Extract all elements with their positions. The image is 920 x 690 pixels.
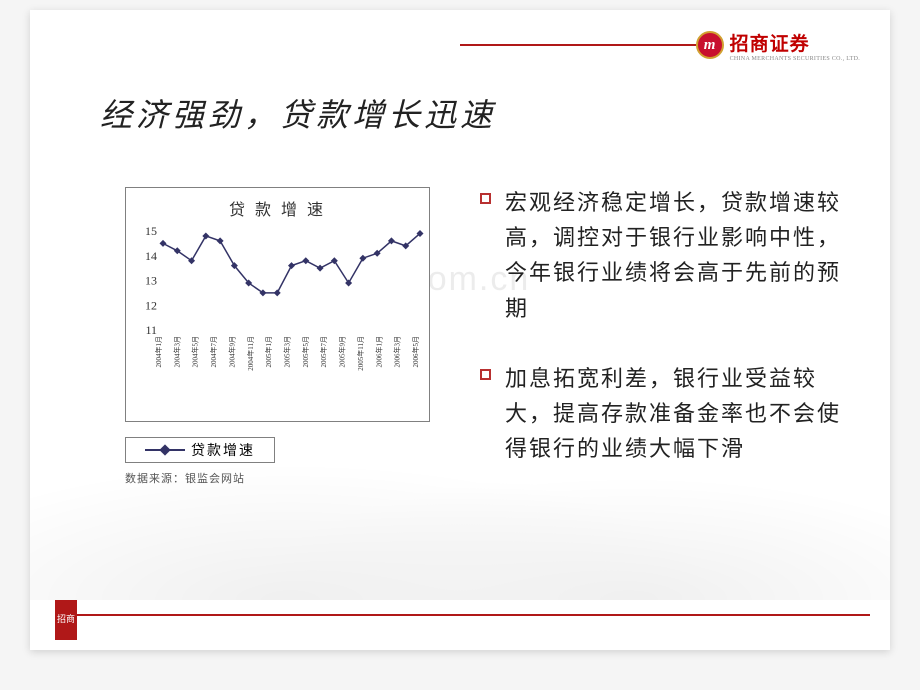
svg-text:2005年1月: 2005年1月 bbox=[264, 336, 273, 368]
logo-icon: m bbox=[696, 31, 724, 59]
svg-text:2004年3月: 2004年3月 bbox=[172, 336, 181, 368]
svg-text:12: 12 bbox=[145, 298, 157, 312]
chart-legend: 贷款增速 bbox=[125, 437, 275, 463]
bullet-item: 加息拓宽利差，银行业受益较大，提高存款准备金率也不会使得银行的业绩大幅下滑 bbox=[480, 361, 860, 467]
svg-text:2005年11月: 2005年11月 bbox=[356, 336, 365, 371]
company-name: 招商证券 bbox=[730, 29, 860, 56]
bullet-marker-icon bbox=[480, 369, 491, 380]
svg-text:2004年1月: 2004年1月 bbox=[154, 336, 163, 368]
svg-text:2005年7月: 2005年7月 bbox=[319, 336, 328, 368]
svg-text:2004年9月: 2004年9月 bbox=[227, 336, 236, 368]
svg-text:11: 11 bbox=[145, 323, 157, 337]
svg-text:2006年3月: 2006年3月 bbox=[393, 336, 402, 368]
svg-text:2005年9月: 2005年9月 bbox=[338, 336, 347, 368]
data-source: 数据来源：银监会网站 bbox=[125, 470, 245, 486]
line-chart-svg: 11 12 13 14 15 2004年1月 2004年3月 2004年5月 2004年7月 20… bbox=[131, 223, 426, 378]
legend-line-icon bbox=[145, 449, 185, 451]
bullet-list: 宏观经济稳定增长，贷款增速较高，调控对于银行业影响中性，今年银行业绩将会高于先前… bbox=[480, 185, 860, 501]
bullet-item: 宏观经济稳定增长，贷款增速较高，调控对于银行业影响中性，今年银行业绩将会高于先前… bbox=[480, 185, 860, 326]
content: 贷 款 增 速 11 12 13 14 15 2004年1月 2004年3月 2004年5月 2… bbox=[30, 175, 890, 650]
svg-text:2005年5月: 2005年5月 bbox=[301, 336, 310, 368]
svg-text:2004年7月: 2004年7月 bbox=[209, 336, 218, 368]
svg-text:13: 13 bbox=[145, 274, 157, 288]
bullet-text: 加息拓宽利差，银行业受益较大，提高存款准备金率也不会使得银行的业绩大幅下滑 bbox=[505, 361, 860, 467]
company-subtitle: CHINA MERCHANTS SECURITIES CO., LTD. bbox=[730, 56, 860, 62]
chart-title: 贷 款 增 速 bbox=[126, 196, 429, 220]
page-title: 经济强劲，贷款增长迅速 bbox=[100, 90, 496, 136]
header-line bbox=[460, 44, 696, 46]
svg-text:2006年5月: 2006年5月 bbox=[411, 336, 420, 368]
svg-text:2005年3月: 2005年3月 bbox=[283, 336, 292, 368]
header: m 招商证券 CHINA MERCHANTS SECURITIES CO., L… bbox=[460, 28, 890, 62]
svg-text:2004年5月: 2004年5月 bbox=[191, 336, 200, 368]
company-logo: m 招商证券 CHINA MERCHANTS SECURITIES CO., L… bbox=[696, 29, 890, 62]
seal-icon: 招商 bbox=[55, 600, 77, 640]
svg-text:14: 14 bbox=[145, 249, 157, 263]
svg-text:2004年11月: 2004年11月 bbox=[246, 336, 255, 371]
bullet-text: 宏观经济稳定增长，贷款增速较高，调控对于银行业影响中性，今年银行业绩将会高于先前… bbox=[505, 185, 860, 326]
bullet-marker-icon bbox=[480, 193, 491, 204]
slide: m 招商证券 CHINA MERCHANTS SECURITIES CO., L… bbox=[30, 10, 890, 650]
legend-label: 贷款增速 bbox=[191, 440, 255, 460]
chart-container: 贷 款 增 速 11 12 13 14 15 2004年1月 2004年3月 2004年5月 2… bbox=[125, 187, 430, 422]
chart-plot: 11 12 13 14 15 2004年1月 2004年3月 2004年5月 2004年7月 20… bbox=[131, 223, 426, 378]
footer-line bbox=[55, 614, 870, 616]
svg-text:2006年1月: 2006年1月 bbox=[374, 336, 383, 368]
svg-text:15: 15 bbox=[145, 224, 157, 238]
